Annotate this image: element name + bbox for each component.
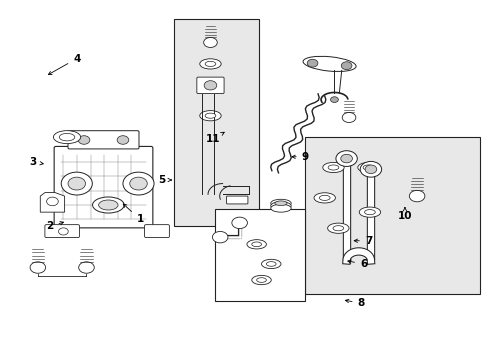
Text: 8: 8 — [345, 298, 364, 308]
Circle shape — [203, 37, 217, 48]
FancyBboxPatch shape — [54, 147, 153, 228]
Circle shape — [78, 136, 90, 144]
Bar — [305, 137, 479, 294]
Ellipse shape — [327, 223, 348, 233]
Text: 4: 4 — [48, 54, 81, 75]
Ellipse shape — [266, 262, 276, 266]
Ellipse shape — [359, 207, 380, 217]
Ellipse shape — [270, 204, 290, 212]
Ellipse shape — [274, 201, 286, 206]
Ellipse shape — [364, 210, 374, 215]
Ellipse shape — [332, 226, 343, 231]
Circle shape — [68, 177, 85, 190]
Ellipse shape — [246, 240, 266, 249]
Ellipse shape — [200, 59, 221, 69]
Ellipse shape — [261, 259, 281, 269]
Polygon shape — [40, 193, 64, 212]
Text: 2: 2 — [46, 221, 63, 231]
Circle shape — [212, 231, 227, 243]
Ellipse shape — [322, 162, 344, 172]
Ellipse shape — [204, 61, 215, 67]
FancyBboxPatch shape — [45, 225, 79, 238]
Text: 5: 5 — [158, 175, 171, 185]
Circle shape — [335, 151, 357, 166]
Ellipse shape — [303, 56, 355, 72]
Ellipse shape — [270, 202, 290, 210]
Ellipse shape — [319, 195, 329, 201]
Circle shape — [79, 262, 94, 273]
FancyBboxPatch shape — [68, 131, 139, 149]
Circle shape — [342, 112, 355, 122]
Circle shape — [341, 62, 351, 69]
Text: 9: 9 — [291, 152, 308, 162]
Bar — [174, 19, 259, 226]
Text: 1: 1 — [123, 204, 143, 224]
Circle shape — [408, 190, 424, 202]
Circle shape — [30, 262, 45, 273]
Ellipse shape — [99, 200, 118, 210]
Text: 11: 11 — [205, 132, 224, 144]
FancyBboxPatch shape — [144, 225, 169, 238]
Bar — [215, 208, 305, 301]
Circle shape — [122, 172, 154, 195]
Ellipse shape — [357, 162, 378, 172]
Circle shape — [61, 172, 92, 195]
Text: 10: 10 — [397, 208, 411, 221]
Ellipse shape — [204, 113, 215, 118]
Ellipse shape — [256, 278, 266, 282]
Circle shape — [46, 197, 58, 206]
Circle shape — [330, 97, 338, 103]
Ellipse shape — [270, 199, 290, 207]
Ellipse shape — [59, 134, 75, 141]
Ellipse shape — [363, 165, 373, 170]
FancyBboxPatch shape — [197, 77, 224, 94]
Circle shape — [231, 217, 247, 229]
Ellipse shape — [200, 111, 221, 121]
Ellipse shape — [327, 165, 338, 170]
Ellipse shape — [251, 275, 271, 285]
Text: 3: 3 — [29, 157, 43, 167]
Ellipse shape — [92, 197, 124, 213]
Ellipse shape — [251, 242, 261, 247]
Circle shape — [117, 136, 128, 144]
Circle shape — [59, 228, 68, 235]
Text: 7: 7 — [353, 236, 371, 246]
Circle shape — [203, 81, 216, 90]
Circle shape — [129, 177, 147, 190]
Circle shape — [365, 165, 376, 174]
Circle shape — [340, 154, 352, 163]
Circle shape — [360, 161, 381, 177]
Circle shape — [306, 59, 317, 67]
Ellipse shape — [313, 193, 335, 203]
FancyBboxPatch shape — [226, 196, 247, 204]
Ellipse shape — [53, 131, 81, 144]
Text: 6: 6 — [347, 259, 366, 269]
